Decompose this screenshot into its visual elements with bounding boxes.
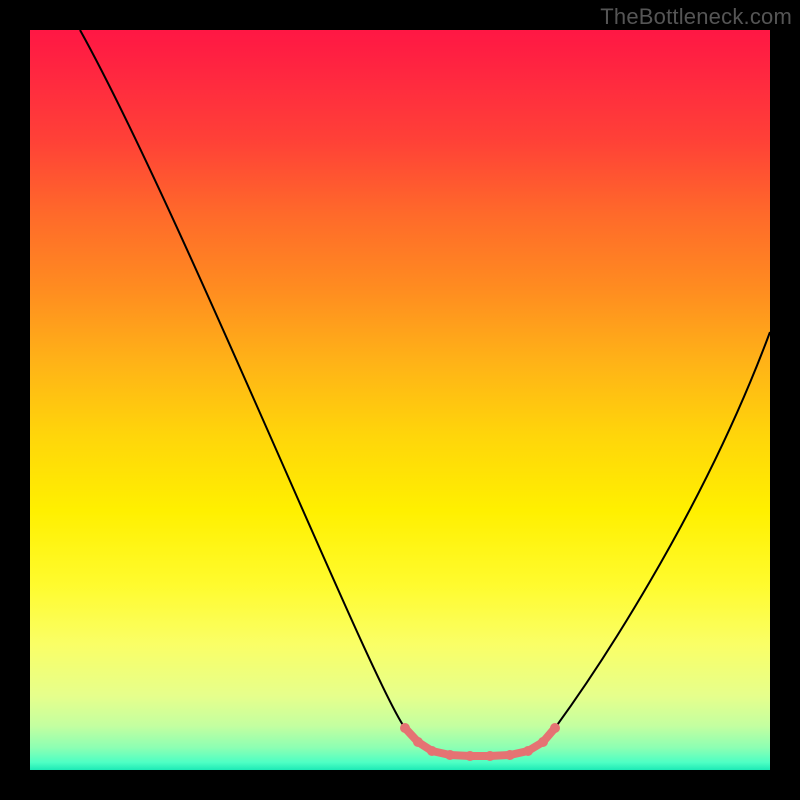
chart-container: TheBottleneck.com (0, 0, 800, 800)
bottom-marker-dot (505, 750, 515, 760)
bottom-marker-dot (523, 746, 533, 756)
bottom-marker-dot (465, 751, 475, 761)
bottom-marker-dot (427, 746, 437, 756)
bottom-marker-dot (400, 723, 410, 733)
bottom-marker-dot (413, 737, 423, 747)
chart-svg (0, 0, 800, 800)
plot-background (30, 30, 770, 770)
watermark-text: TheBottleneck.com (600, 4, 792, 30)
bottom-marker-dot (550, 723, 560, 733)
bottom-marker-dot (445, 750, 455, 760)
bottom-marker-dot (538, 737, 548, 747)
bottom-marker-dot (485, 751, 495, 761)
